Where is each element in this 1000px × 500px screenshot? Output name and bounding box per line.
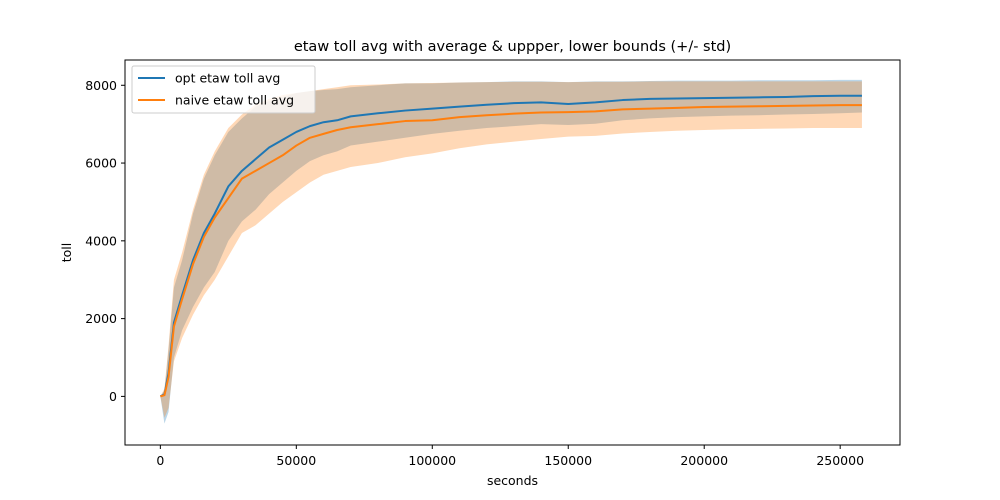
x-tick-label: 0 bbox=[156, 453, 164, 468]
legend-box bbox=[131, 65, 316, 114]
legend: opt etaw toll avg naive etaw toll avg bbox=[131, 65, 316, 114]
y-ticks: 0 2000 4000 6000 8000 bbox=[85, 78, 125, 404]
y-tick-label: 2000 bbox=[85, 311, 117, 326]
bands-layer bbox=[160, 79, 862, 424]
x-tick-label: 100000 bbox=[408, 453, 456, 468]
series-line-naive bbox=[160, 104, 862, 398]
y-axis-label: toll bbox=[59, 243, 74, 263]
x-axis-label: seconds bbox=[487, 473, 538, 488]
legend-label-naive: naive etaw toll avg bbox=[175, 93, 294, 108]
y-tick-label: 6000 bbox=[85, 156, 117, 171]
chart-title: etaw toll avg with average & uppper, low… bbox=[294, 39, 731, 55]
y-tick-label: 8000 bbox=[85, 78, 117, 93]
plot-frame bbox=[124, 59, 901, 446]
legend-label-opt: opt etaw toll avg bbox=[175, 71, 280, 86]
x-tick-label: 200000 bbox=[680, 453, 728, 468]
x-tick-label: 250000 bbox=[816, 453, 864, 468]
x-ticks: 0 50000 100000 150000 200000 250000 bbox=[156, 445, 864, 468]
y-tick-label: 0 bbox=[109, 389, 117, 404]
series-line-opt bbox=[159, 94, 862, 398]
lines-layer bbox=[159, 94, 862, 398]
std-band-naive bbox=[160, 81, 862, 418]
x-tick-label: 150000 bbox=[544, 453, 592, 468]
std-band-opt bbox=[160, 79, 862, 424]
x-tick-label: 50000 bbox=[276, 453, 316, 468]
y-tick-label: 4000 bbox=[85, 233, 117, 248]
